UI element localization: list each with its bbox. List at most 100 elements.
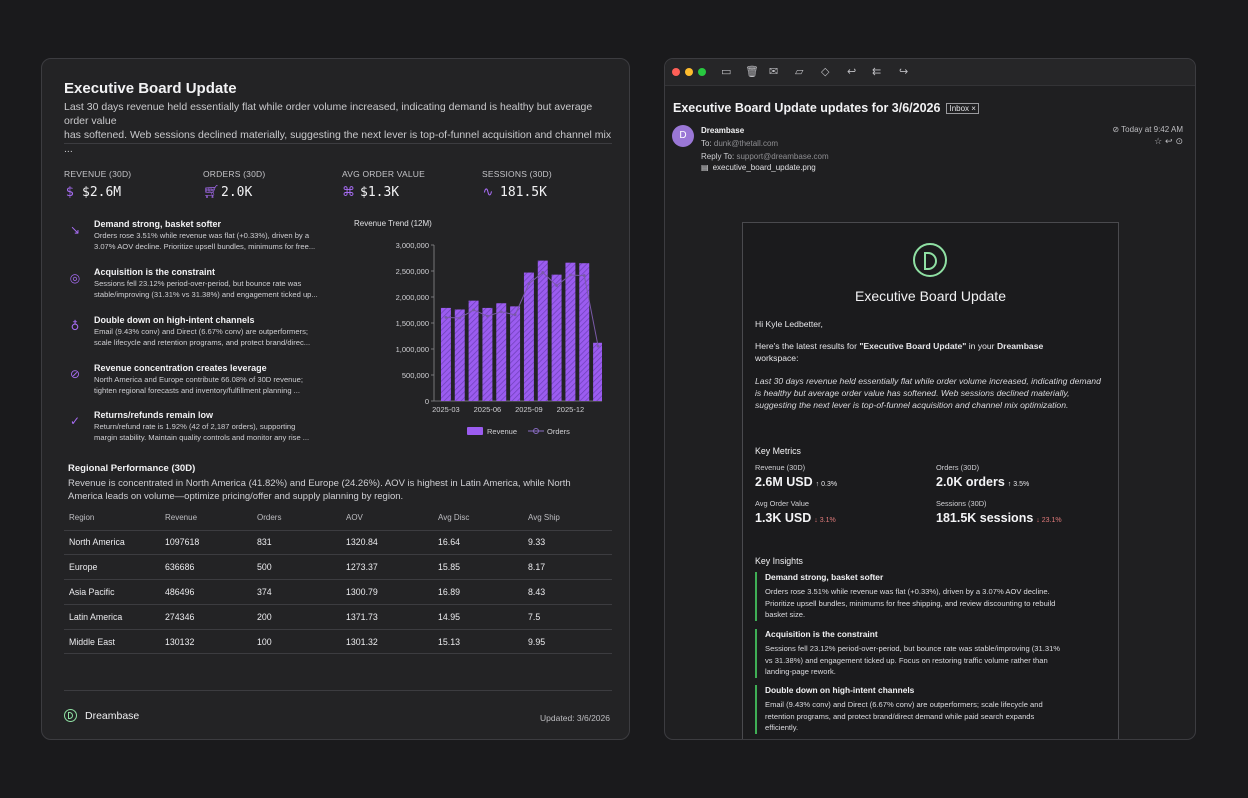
reply-small-icon[interactable]: ↩ bbox=[1165, 137, 1173, 147]
intro: Here's the latest results for "Executive… bbox=[755, 340, 1105, 364]
kpi-label: SESSIONS (30D) bbox=[482, 169, 552, 179]
kpi-sessions: SESSIONS (30D) ∿ 181.5K bbox=[482, 169, 612, 200]
table-cell: North America bbox=[64, 530, 160, 556]
metric-delta: ↓ 23.1% bbox=[1036, 517, 1062, 524]
insight-body: Return/refund rate is 1.92% (42 of 2,187… bbox=[94, 422, 310, 442]
y-tick-label-left: 3,000,000 bbox=[396, 241, 429, 250]
subject-text: Executive Board Update updates for 3/6/2… bbox=[673, 101, 941, 115]
insight-title: Acquisition is the constraint bbox=[94, 267, 216, 277]
forward-icon[interactable]: ↪ bbox=[899, 65, 909, 78]
greeting: Hi Kyle Ledbetter, bbox=[755, 319, 823, 329]
intro-part: in your bbox=[966, 341, 997, 351]
table-cell: 9.33 bbox=[523, 530, 612, 556]
reply-address[interactable]: support@dreambase.com bbox=[736, 152, 829, 161]
orders-point bbox=[569, 273, 572, 277]
metric-delta: ↑ 3.5% bbox=[1007, 481, 1030, 488]
junk-icon[interactable]: ✉ bbox=[769, 65, 779, 78]
email-title: Executive Board Update bbox=[855, 288, 1006, 304]
reply-icon[interactable]: ↩ bbox=[847, 65, 857, 78]
table-cell: 16.64 bbox=[433, 530, 523, 556]
insight-body: Sessions fell 23.12% period-over-period,… bbox=[94, 279, 318, 299]
revenue-bar bbox=[496, 303, 507, 401]
metric-label: Avg Order Value bbox=[755, 499, 809, 508]
table-cell: 16.89 bbox=[433, 579, 523, 605]
footer-divider bbox=[64, 690, 612, 691]
table-cell: 15.85 bbox=[433, 554, 523, 581]
revenue-bar bbox=[523, 272, 534, 401]
divider bbox=[64, 143, 612, 144]
table-cell: 1273.37 bbox=[341, 554, 433, 581]
table-cell: Asia Pacific bbox=[64, 579, 160, 605]
intro-report-name: "Executive Board Update" bbox=[859, 341, 967, 351]
insight-title: Demand strong, basket softer bbox=[94, 219, 222, 229]
time-text: Today at 9:42 AM bbox=[1121, 125, 1183, 134]
legend-revenue-label: Revenue bbox=[487, 427, 517, 436]
revenue-bar bbox=[510, 306, 521, 401]
metric-orders: Orders (30D) 2.0K orders ↑ 3.5% bbox=[936, 463, 1106, 489]
intro-part: workspace: bbox=[755, 353, 799, 363]
table-cell: 1320.84 bbox=[341, 530, 433, 556]
legend-orders-label: Orders bbox=[547, 427, 570, 436]
table-row: Middle East 130132 100 1301.32 15.13 9.95 bbox=[64, 629, 612, 655]
mail-toolbar: ▭ 🗑︎ ✉ ▱ ◇ ↩ ⇇ ↪ bbox=[665, 59, 1195, 86]
to-address[interactable]: dunk@thetall.com bbox=[713, 139, 779, 148]
archive-icon[interactable]: ▭ bbox=[721, 65, 732, 78]
zoom-window-button[interactable] bbox=[698, 68, 706, 76]
legend-orders-marker bbox=[533, 428, 539, 434]
minimize-window-button[interactable] bbox=[685, 68, 693, 76]
revenue-bar bbox=[454, 309, 465, 401]
report-title: Executive Board Update bbox=[64, 80, 237, 97]
folder-icon[interactable]: ▱ bbox=[795, 65, 804, 78]
reply-all-icon[interactable]: ⇇ bbox=[872, 65, 882, 78]
table-cell: 8.43 bbox=[523, 579, 612, 605]
compass-icon: ⊘ bbox=[69, 367, 81, 381]
mail-subject: Executive Board Update updates for 3/6/2… bbox=[673, 101, 979, 115]
orders-point bbox=[582, 274, 586, 277]
y-tick-label-left: 1,000,000 bbox=[396, 345, 429, 354]
trash-icon[interactable]: 🗑︎ bbox=[745, 65, 759, 78]
file-icon: ▤ bbox=[701, 163, 709, 172]
insight-title: Demand strong, basket softer bbox=[765, 572, 884, 582]
metric-value: 2.0K orders bbox=[936, 475, 1005, 489]
x-tick-label: 2025-09 bbox=[515, 405, 543, 414]
kpi-value: $1.3K bbox=[360, 185, 400, 200]
y-tick-label-left: 2,500,000 bbox=[396, 267, 429, 276]
kpi-value: $2.6M bbox=[82, 185, 122, 200]
kpi-label: AVG ORDER VALUE bbox=[342, 169, 425, 179]
metric-revenue: Revenue (30D) 2.6M USD ↑ 0.3% bbox=[755, 463, 925, 489]
metric-delta: ↓ 3.1% bbox=[814, 517, 836, 524]
metrics-title: Key Metrics bbox=[755, 446, 801, 456]
inbox-tag[interactable]: Inbox × bbox=[946, 102, 979, 114]
insight-body: Orders rose 3.51% while revenue was flat… bbox=[94, 231, 316, 251]
table-cell: 15.13 bbox=[433, 629, 523, 655]
target-icon: ◎ bbox=[69, 271, 81, 285]
tag-icon: ⌘ bbox=[342, 185, 355, 200]
star-icon[interactable]: ☆ bbox=[1154, 137, 1163, 147]
metric-delta: ↑ 0.3% bbox=[815, 481, 838, 488]
avatar: D bbox=[672, 125, 694, 147]
flag-icon[interactable]: ◇ bbox=[821, 65, 830, 78]
insight-body: North America and Europe contribute 66.0… bbox=[94, 375, 303, 395]
kpi-aov: AVG ORDER VALUE ⌘ $1.3K bbox=[342, 169, 472, 200]
mail-time: ⊘ Today at 9:42 AM bbox=[1112, 125, 1183, 134]
revenue-bar bbox=[565, 262, 576, 401]
revenue-bar bbox=[593, 342, 602, 401]
brand-name: Dreambase bbox=[85, 709, 140, 722]
column-header: Avg Ship bbox=[523, 506, 612, 531]
close-window-button[interactable] bbox=[672, 68, 680, 76]
more-icon[interactable]: ⊙ bbox=[1175, 137, 1183, 147]
revenue-bar bbox=[440, 307, 451, 401]
email-summary: Last 30 days revenue held essentially fl… bbox=[755, 376, 1101, 410]
inbox-tag-close[interactable]: × bbox=[971, 103, 976, 113]
revenue-bar bbox=[551, 274, 562, 401]
email-insight: Acquisition is the constraint Sessions f… bbox=[755, 629, 1105, 678]
attachment[interactable]: ▤ executive_board_update.png bbox=[701, 163, 816, 172]
table-row: Asia Pacific 486496 374 1300.79 16.89 8.43 bbox=[64, 579, 612, 605]
table-cell: 374 bbox=[252, 579, 341, 605]
table-cell: 1097618 bbox=[160, 530, 252, 556]
activity-icon: ∿ bbox=[482, 185, 494, 200]
attachment-name: executive_board_update.png bbox=[712, 163, 816, 172]
table-body: North America 1097618 831 1320.84 16.64 9.33 E… bbox=[64, 530, 612, 655]
table-cell: 200 bbox=[252, 604, 341, 630]
orders-point bbox=[596, 344, 600, 348]
